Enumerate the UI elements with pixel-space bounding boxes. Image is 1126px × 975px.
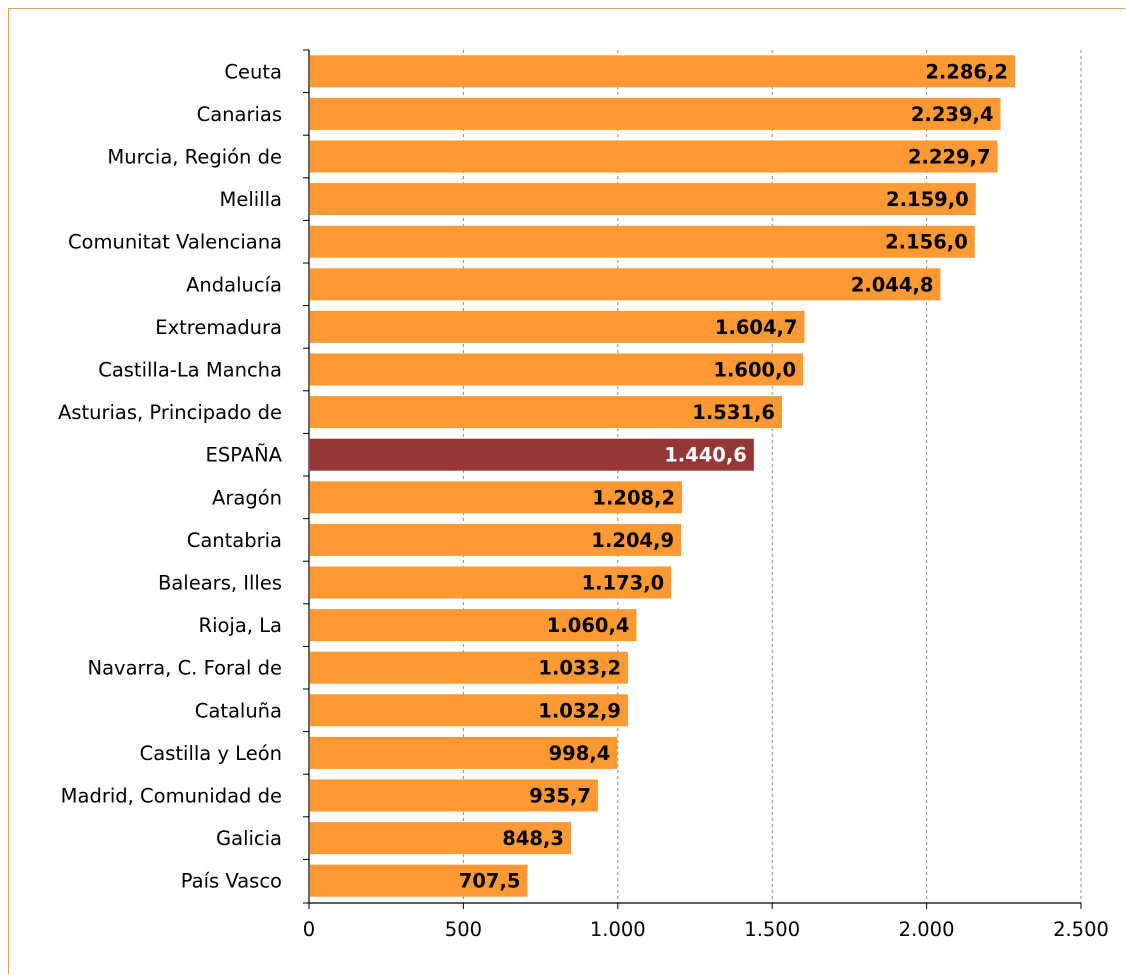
data-label: 2.044,8 — [851, 273, 934, 296]
data-label: 1.032,9 — [538, 699, 621, 722]
category-label: Extremadura — [155, 316, 282, 339]
category-label: Galicia — [216, 827, 282, 850]
bar — [310, 310, 805, 343]
data-label: 1.060,4 — [547, 614, 630, 637]
bar — [310, 736, 618, 769]
category-label: Canarias — [197, 103, 282, 126]
x-tick-label: 2.500 — [1053, 918, 1109, 941]
bar — [310, 183, 976, 216]
category-label: Andalucía — [186, 273, 282, 296]
bar — [310, 97, 1001, 130]
chart-frame — [8, 8, 1125, 974]
bar — [310, 523, 682, 556]
bar — [310, 268, 941, 301]
category-label: Castilla-La Mancha — [98, 359, 282, 382]
x-tick-label: 0 — [303, 918, 315, 941]
data-label: 1.600,0 — [713, 359, 796, 382]
data-label: 998,4 — [549, 742, 611, 765]
data-label: 935,7 — [529, 785, 591, 808]
category-label: Murcia, Región de — [107, 146, 282, 169]
category-label: Cantabria — [187, 529, 282, 552]
x-tick-label: 500 — [445, 918, 482, 941]
data-label: 1.440,6 — [664, 444, 747, 467]
data-label: 1.033,2 — [538, 657, 621, 680]
data-label: 2.229,7 — [908, 146, 991, 169]
bar — [310, 225, 975, 258]
data-label: 1.173,0 — [582, 572, 665, 595]
bar — [310, 55, 1015, 88]
data-label: 1.204,9 — [591, 529, 674, 552]
category-label: País Vasco — [181, 870, 282, 893]
bar — [310, 353, 804, 386]
bar — [310, 609, 637, 642]
category-label: Balears, Illes — [158, 572, 282, 595]
category-label: Ceuta — [224, 60, 282, 83]
data-label: 707,5 — [459, 870, 521, 893]
category-label: Castilla y León — [140, 742, 282, 765]
x-tick-label: 1.500 — [744, 918, 800, 941]
data-label: 848,3 — [502, 827, 564, 850]
bar — [310, 140, 998, 173]
category-label: Madrid, Comunidad de — [61, 785, 282, 808]
category-label: Melilla — [220, 188, 282, 211]
data-label: 1.531,6 — [692, 401, 775, 424]
bar — [310, 864, 528, 897]
x-tick-label: 1.000 — [590, 918, 646, 941]
x-tick-label: 2.000 — [899, 918, 955, 941]
bar — [310, 396, 782, 429]
data-label: 2.239,4 — [911, 103, 994, 126]
data-label: 1.604,7 — [715, 316, 798, 339]
category-label: ESPAÑA — [206, 444, 283, 467]
data-label: 2.159,0 — [886, 188, 969, 211]
data-label: 1.208,2 — [592, 486, 675, 509]
data-label: 2.156,0 — [885, 231, 968, 254]
bar — [310, 694, 628, 727]
data-label: 2.286,2 — [925, 60, 1008, 83]
bar — [310, 779, 598, 812]
category-label: Cataluña — [195, 699, 282, 722]
bar — [310, 822, 571, 855]
bar — [310, 481, 683, 514]
category-label: Aragón — [212, 486, 282, 509]
category-label: Rioja, La — [199, 614, 282, 637]
category-label: Comunitat Valenciana — [68, 231, 282, 254]
bar — [310, 566, 672, 599]
bar-highlight — [310, 438, 754, 471]
category-label: Navarra, C. Foral de — [88, 657, 283, 680]
bar — [310, 651, 629, 684]
category-label: Asturias, Principado de — [58, 401, 282, 424]
